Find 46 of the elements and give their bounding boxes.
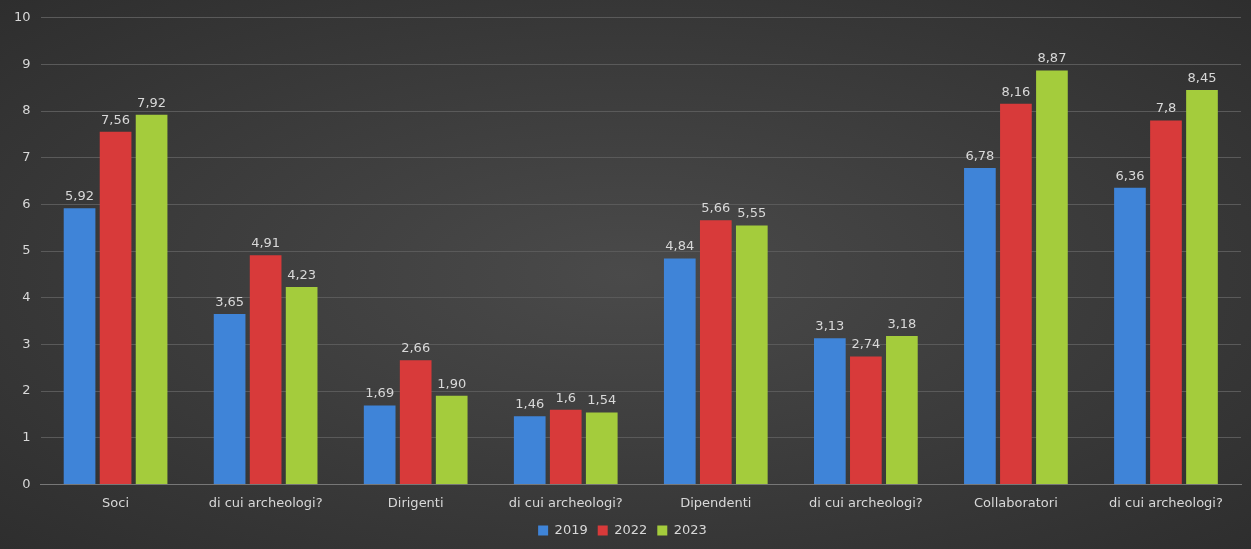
data-label: 3,18 bbox=[887, 315, 917, 331]
data-label: 1,46 bbox=[515, 396, 545, 412]
data-label: 5,55 bbox=[737, 205, 767, 221]
data-label: 3,13 bbox=[815, 318, 845, 334]
x-tick-label: Dirigenti bbox=[387, 494, 444, 510]
data-label: 7,92 bbox=[137, 94, 167, 110]
data-label: 8,87 bbox=[1037, 50, 1067, 66]
y-tick-label: 10 bbox=[14, 9, 31, 25]
data-label: 1,6 bbox=[555, 389, 577, 405]
y-tick-label: 6 bbox=[22, 195, 31, 211]
x-tick-label: Collaboratori bbox=[974, 494, 1058, 510]
legend-label: 2022 bbox=[614, 521, 648, 537]
data-label: 1,90 bbox=[437, 375, 467, 391]
data-label: 8,16 bbox=[1001, 83, 1031, 99]
data-label: 6,36 bbox=[1115, 167, 1145, 183]
data-label: 1,69 bbox=[365, 385, 395, 401]
data-label: 8,45 bbox=[1187, 70, 1217, 85]
data-label: 4,84 bbox=[665, 238, 695, 254]
legend-label: 2019 bbox=[554, 521, 588, 537]
data-label: 3,65 bbox=[215, 293, 245, 309]
x-tick-label: Soci bbox=[102, 494, 130, 510]
data-label: 2,74 bbox=[851, 336, 881, 352]
y-tick-label: 8 bbox=[22, 102, 31, 118]
data-label: 4,23 bbox=[287, 266, 317, 282]
x-tick-label: di cui archeologi? bbox=[208, 494, 323, 510]
y-tick-label: 0 bbox=[22, 475, 31, 491]
x-tick-label: di cui archeologi? bbox=[808, 494, 923, 510]
data-label: 4,91 bbox=[251, 235, 281, 251]
y-tick-label: 1 bbox=[22, 429, 31, 445]
data-label: 5,66 bbox=[701, 200, 731, 216]
x-tick-label: di cui archeologi? bbox=[1109, 494, 1223, 510]
y-tick-label: 7 bbox=[22, 149, 31, 165]
data-label: 7,8 bbox=[1155, 100, 1177, 116]
data-label: 7,56 bbox=[101, 111, 131, 127]
y-tick-label: 5 bbox=[22, 242, 31, 258]
y-tick-label: 4 bbox=[22, 289, 31, 305]
data-label: 2,66 bbox=[401, 340, 431, 356]
x-tick-label: di cui archeologi? bbox=[508, 494, 623, 510]
y-tick-label: 3 bbox=[22, 335, 31, 351]
x-tick-label: Dipendenti bbox=[680, 494, 752, 510]
data-label: 5,92 bbox=[65, 188, 95, 204]
y-tick-label: 2 bbox=[22, 382, 31, 398]
y-tick-label: 9 bbox=[22, 55, 31, 71]
data-label: 1,54 bbox=[587, 392, 617, 408]
legend-label: 2023 bbox=[673, 521, 707, 537]
data-label: 6,78 bbox=[965, 147, 995, 163]
